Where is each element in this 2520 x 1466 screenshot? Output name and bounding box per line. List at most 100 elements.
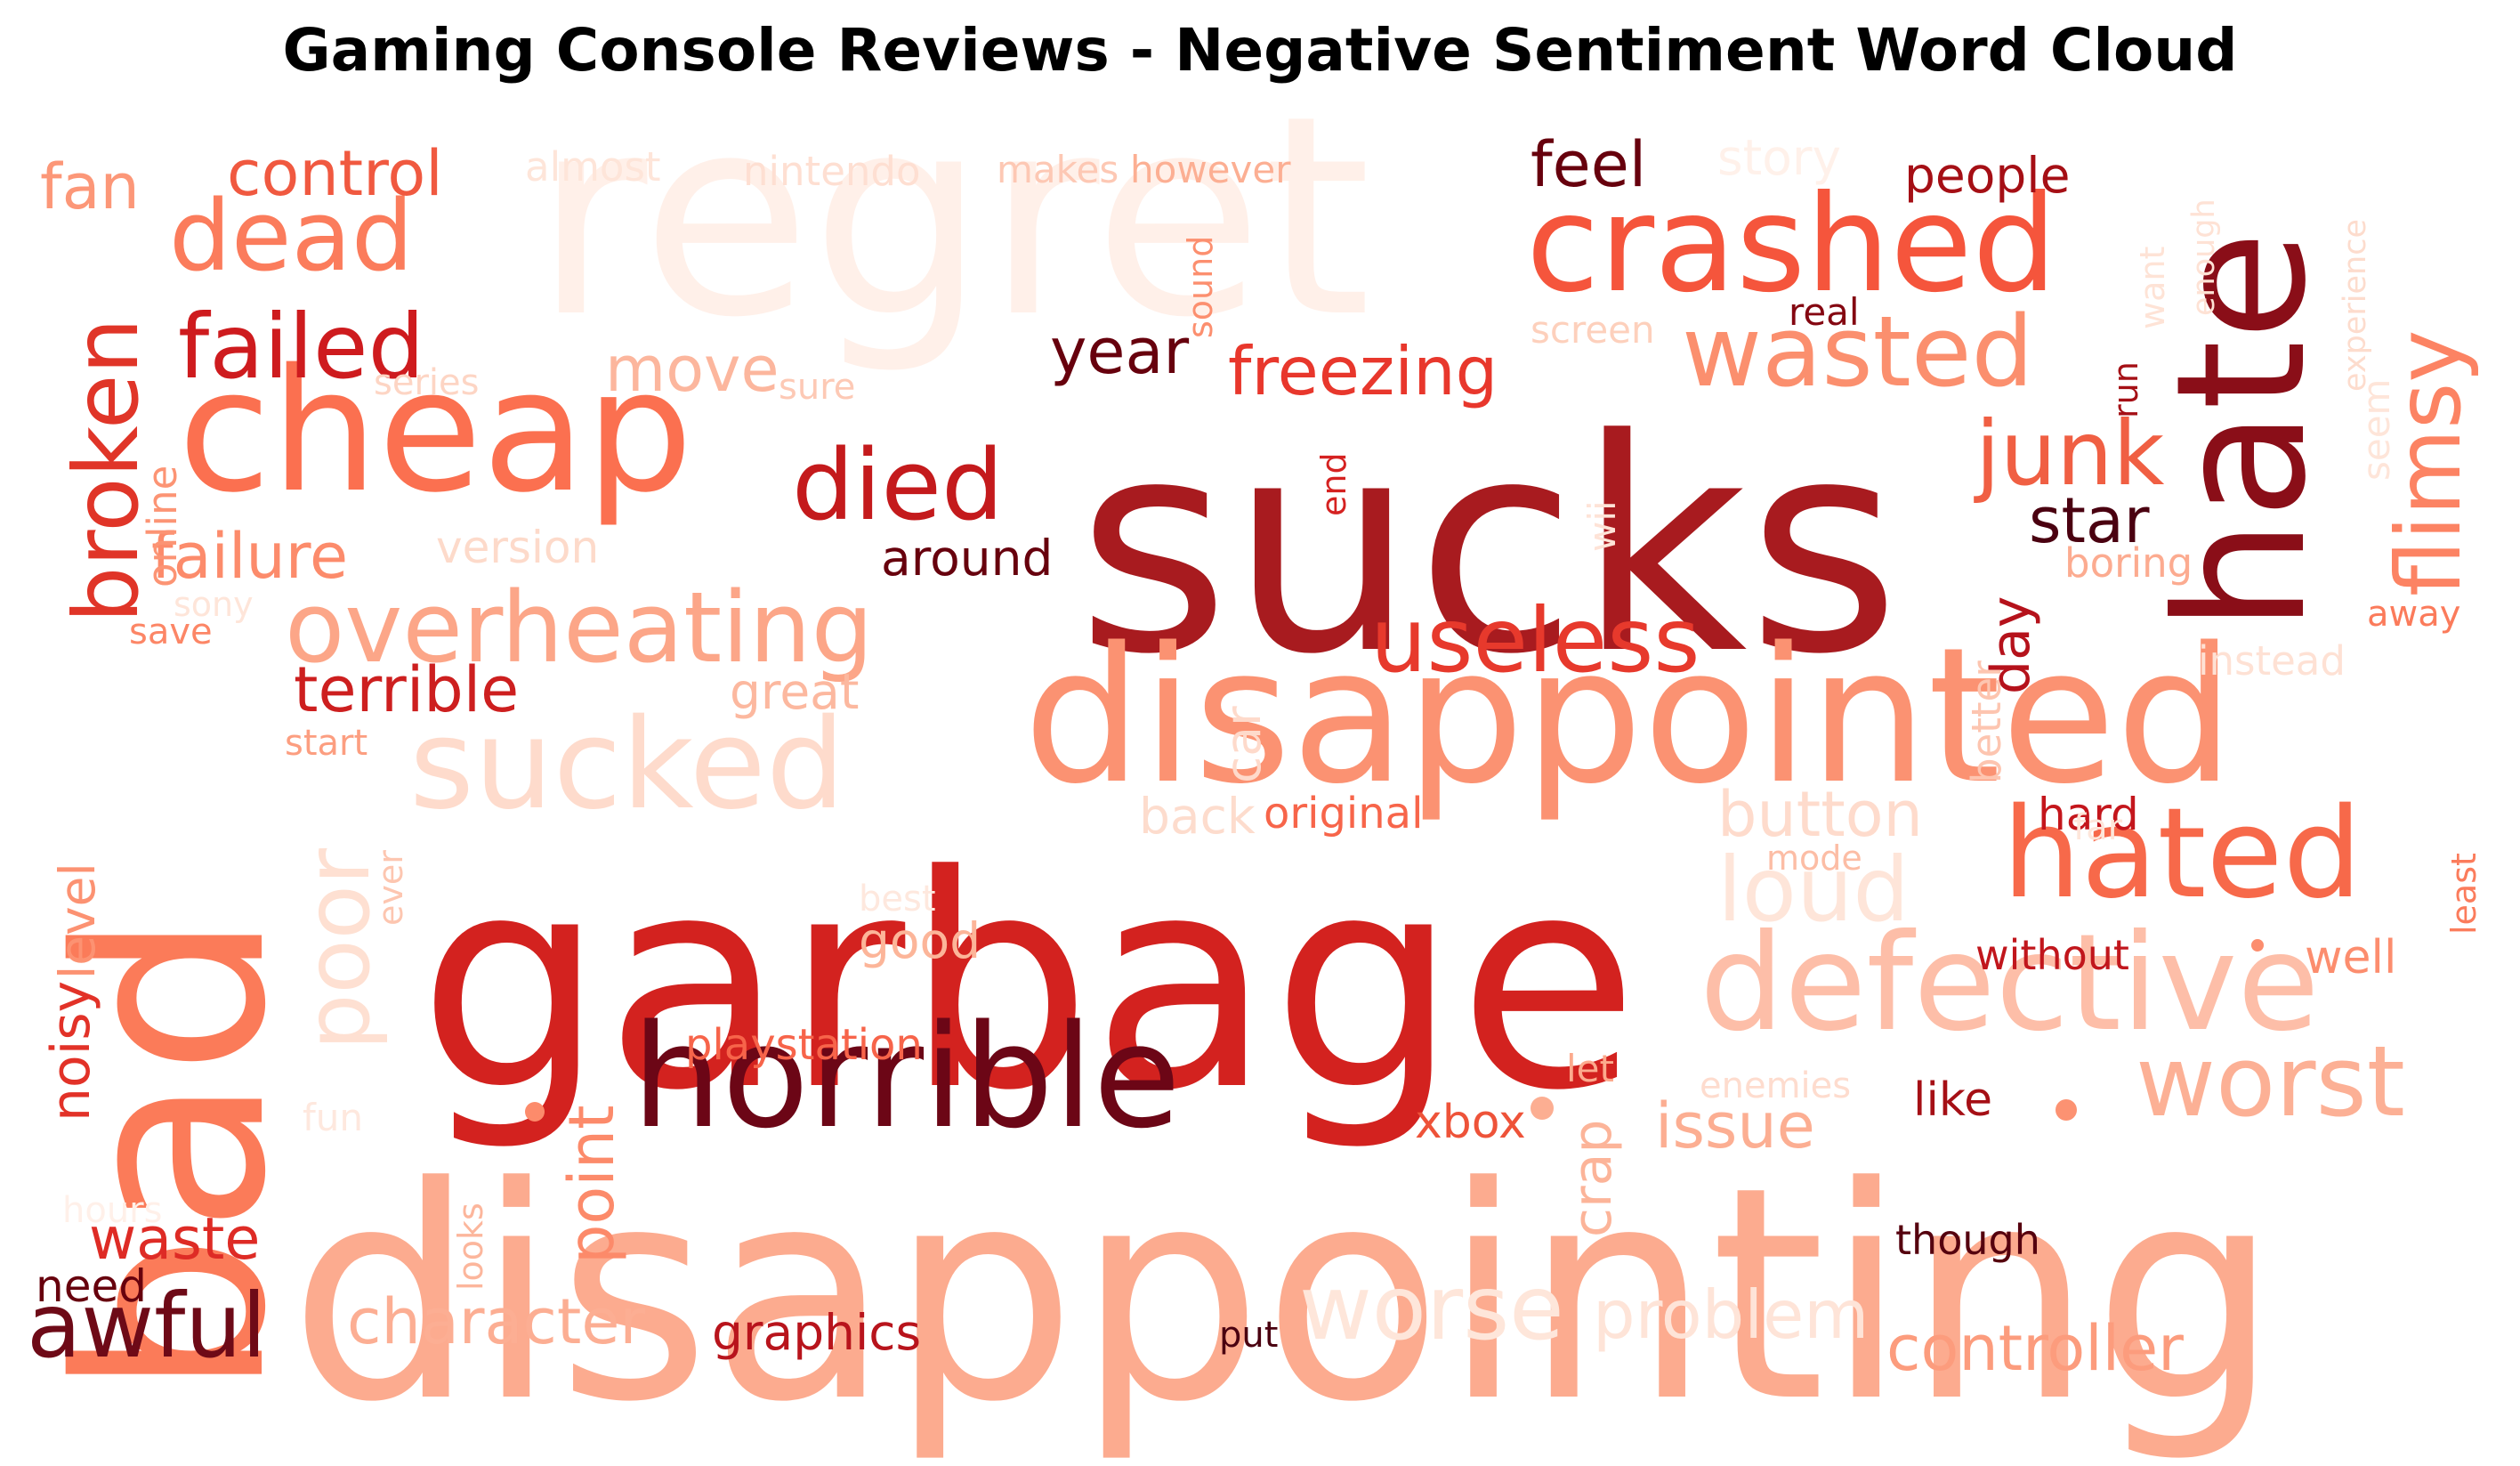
word-move: move bbox=[605, 333, 779, 406]
word-car: car bbox=[1215, 706, 1272, 783]
word-good: good bbox=[859, 912, 981, 969]
word-playstation: playstation bbox=[685, 1020, 923, 1070]
word-loud: loud bbox=[1717, 838, 1910, 942]
word-save: save bbox=[129, 612, 213, 652]
word-series: series bbox=[374, 362, 480, 403]
word-sony: sony bbox=[174, 585, 254, 624]
word-noisy: noisy bbox=[40, 980, 102, 1122]
filler-dot bbox=[2056, 1099, 2077, 1121]
word-ever: ever bbox=[371, 850, 410, 926]
word-sure: sure bbox=[779, 367, 856, 408]
word-without: without bbox=[1975, 931, 2129, 979]
word-sucks: sucks bbox=[1077, 377, 1901, 718]
word-around: around bbox=[881, 530, 1054, 587]
word-poor: poor bbox=[286, 848, 390, 1050]
word-disappointing: disappointing bbox=[289, 1124, 2280, 1466]
filler-dot bbox=[1531, 1097, 1554, 1120]
word-run: run bbox=[2106, 361, 2145, 418]
word-nintendo: nintendo bbox=[743, 148, 921, 195]
word-failure: failure bbox=[151, 520, 349, 593]
word-issue: issue bbox=[1655, 1089, 1815, 1162]
word-control: control bbox=[227, 137, 443, 210]
word-problem: problem bbox=[1593, 1276, 1870, 1354]
word-character: character bbox=[347, 1285, 646, 1358]
word-mode: mode bbox=[1766, 838, 1862, 878]
word-back: back bbox=[1139, 788, 1256, 845]
word-want: want bbox=[2133, 246, 2172, 329]
word-wasted: wasted bbox=[1682, 295, 2034, 409]
word-worse: worse bbox=[1299, 1256, 1564, 1360]
word-point: point bbox=[555, 1105, 628, 1264]
word-freezing: freezing bbox=[1228, 332, 1498, 410]
word-broken: broken bbox=[54, 318, 158, 623]
word-garbage: garbage bbox=[418, 813, 1639, 1154]
filler-dot bbox=[525, 1102, 545, 1122]
word-end: end bbox=[1314, 452, 1353, 516]
word-screen: screen bbox=[1531, 308, 1655, 352]
word-horrible: horrible bbox=[632, 993, 1181, 1160]
word-waste: waste bbox=[89, 1206, 261, 1273]
word-real: real bbox=[1789, 290, 1860, 334]
word-story: story bbox=[1717, 129, 1842, 186]
word-looks: looks bbox=[451, 1203, 490, 1291]
word-cheap: cheap bbox=[178, 333, 693, 530]
word-died: died bbox=[792, 428, 1004, 542]
word-hated: hated bbox=[2002, 782, 2362, 927]
word-fun: fun bbox=[303, 1096, 364, 1139]
word-year: year bbox=[1050, 315, 1190, 388]
word-defective: defective bbox=[1700, 906, 2320, 1061]
word-flimsy: flimsy bbox=[2377, 329, 2481, 596]
word-hours: hours bbox=[62, 1190, 163, 1231]
chart-title: Gaming Console Reviews - Negative Sentim… bbox=[282, 16, 2238, 85]
word-away: away bbox=[2367, 594, 2461, 635]
word-dead: dead bbox=[169, 179, 414, 293]
word-cloud: sucks garbage disappointing disappointed reg… bbox=[23, 80, 2500, 1443]
word-wii: wii bbox=[1580, 500, 1624, 552]
word-disappointed: disappointed bbox=[1023, 607, 2235, 825]
word-best: best bbox=[859, 879, 936, 919]
filler-dot bbox=[2251, 939, 2264, 952]
word-controller: controller bbox=[1886, 1312, 2184, 1385]
word-online: online bbox=[139, 465, 186, 587]
word-people: people bbox=[1904, 147, 2071, 204]
word-better: better bbox=[1963, 660, 2010, 783]
word-xbox: xbox bbox=[1415, 1096, 1526, 1149]
word-far: far bbox=[2073, 807, 2123, 848]
word-though: though bbox=[1895, 1216, 2040, 1264]
word-instead: instead bbox=[2198, 637, 2346, 684]
word-sound: sound bbox=[1181, 235, 1220, 338]
word-fan: fan bbox=[40, 150, 140, 223]
word-sucked: sucked bbox=[409, 693, 845, 838]
word-almost: almost bbox=[525, 143, 661, 190]
word-overheating: overheating bbox=[285, 571, 874, 684]
word-crap: crap bbox=[1562, 1119, 1624, 1237]
word-start: start bbox=[285, 723, 368, 764]
word-regret: regret bbox=[534, 57, 1372, 378]
word-original: original bbox=[1264, 789, 1424, 838]
word-worst: worst bbox=[2136, 1025, 2405, 1138]
word-enemies: enemies bbox=[1700, 1065, 1852, 1106]
word-makes: makes bbox=[997, 148, 1119, 191]
word-boring: boring bbox=[2064, 539, 2193, 587]
word-star: star bbox=[2029, 484, 2150, 557]
word-great: great bbox=[730, 663, 860, 720]
word-need: need bbox=[36, 1260, 147, 1312]
word-however: however bbox=[1130, 148, 1291, 191]
word-button: button bbox=[1717, 778, 1923, 851]
word-useless: useless bbox=[1370, 588, 1700, 693]
word-crashed: crashed bbox=[1526, 167, 2057, 322]
word-awful: awful bbox=[27, 1274, 267, 1378]
word-terrible: terrible bbox=[294, 653, 520, 726]
word-hard: hard bbox=[2038, 789, 2139, 840]
word-failed: failed bbox=[178, 295, 425, 399]
word-least: least bbox=[2444, 853, 2484, 935]
word-like: like bbox=[1913, 1073, 1993, 1127]
word-experience: experience bbox=[2338, 219, 2373, 392]
word-version: version bbox=[436, 522, 600, 573]
word-level: level bbox=[49, 863, 106, 979]
word-enough: enough bbox=[2186, 198, 2222, 316]
word-let: let bbox=[1566, 1047, 1614, 1090]
word-junk: junk bbox=[1975, 401, 2165, 506]
word-well: well bbox=[2305, 931, 2397, 984]
word-graphics: graphics bbox=[712, 1304, 922, 1361]
